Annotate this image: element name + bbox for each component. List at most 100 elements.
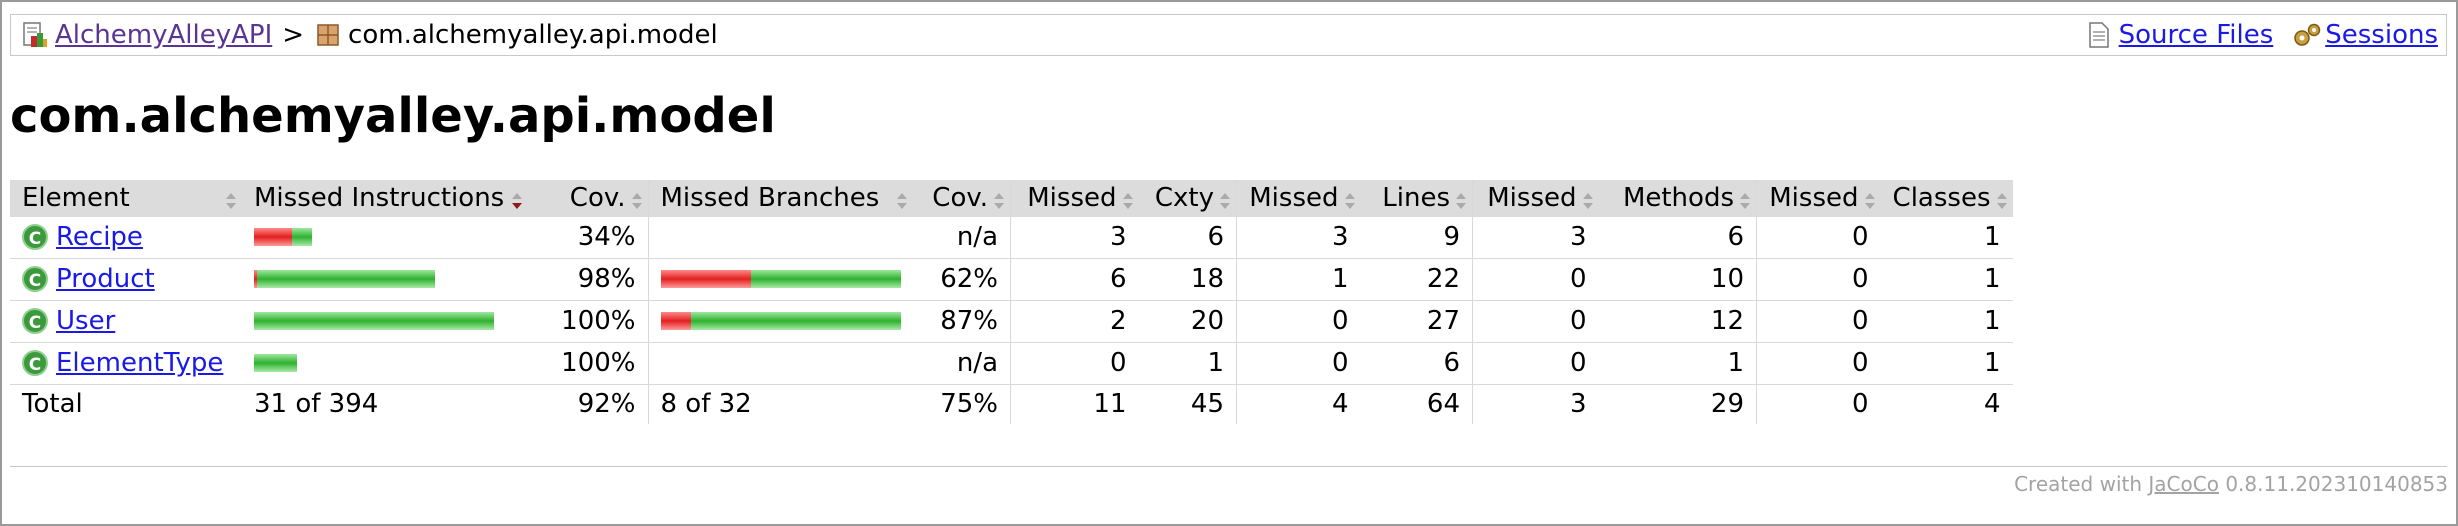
missed-segment <box>660 312 691 330</box>
classes-missed: 0 <box>1756 216 1881 259</box>
breadcrumb-project-link[interactable]: AlchemyAlleyAPI <box>55 20 273 50</box>
covered-segment <box>750 270 901 288</box>
sessions-link[interactable]: Sessions <box>2325 20 2438 50</box>
header-branch-cov[interactable]: Cov. <box>912 180 1011 217</box>
jacoco-link[interactable]: JaCoCo <box>2148 472 2219 496</box>
element-link[interactable]: ElementType <box>56 348 224 378</box>
header-lines-missed[interactable]: Missed <box>1236 180 1361 217</box>
footer-divider <box>10 466 2447 467</box>
lines-missed: 0 <box>1236 300 1361 343</box>
total-methods: 29 <box>1710 389 1744 420</box>
cxty: 1 <box>1138 342 1237 385</box>
header-missed-instructions[interactable]: Missed Instructions <box>242 180 528 217</box>
cxty: 18 <box>1138 258 1237 301</box>
header-classes[interactable]: Classes <box>1880 180 2013 217</box>
methods: 6 <box>1598 216 1757 259</box>
source-file-icon <box>2085 21 2113 49</box>
total-cxty-missed: 11 <box>1010 384 1139 424</box>
instr-bar-cell <box>242 258 528 301</box>
page-title: com.alchemyalley.api.model <box>10 88 776 144</box>
sort-icon <box>1995 188 2009 209</box>
lines: 9 <box>1360 216 1473 259</box>
lines-missed: 0 <box>1236 342 1361 385</box>
sort-icon <box>1121 188 1135 209</box>
covered-segment <box>690 312 901 330</box>
methods-missed: 3 <box>1472 216 1599 259</box>
instr-cov: 100% <box>528 300 648 343</box>
class-icon: C <box>22 308 48 334</box>
breadcrumb-separator: > <box>282 20 305 50</box>
element-link[interactable]: Recipe <box>56 222 143 252</box>
cxty: 20 <box>1138 300 1237 343</box>
header-methods[interactable]: Methods <box>1598 180 1757 217</box>
header-lines[interactable]: Lines <box>1360 180 1473 217</box>
branch-bar-cell <box>647 300 913 343</box>
breadcrumb: AlchemyAlleyAPI > com.alchemyalley.api.m… <box>10 14 2447 56</box>
sort-icon <box>992 188 1006 209</box>
total-instr: 31 of 394 <box>254 389 379 420</box>
covered-segment <box>254 354 297 372</box>
total-classes: 4 <box>1983 389 2001 420</box>
sort-icon <box>630 188 644 209</box>
source-files-link[interactable]: Source Files <box>2118 20 2274 50</box>
instr-coverage-bar <box>254 312 516 330</box>
element-link[interactable]: Product <box>56 264 155 294</box>
classes: 1 <box>1880 258 2013 301</box>
sort-icon <box>224 188 238 209</box>
instr-cov: 34% <box>528 216 648 259</box>
total-cxty: 45 <box>1190 389 1224 420</box>
branch-cov: 62% <box>912 258 1011 301</box>
cxty: 6 <box>1138 216 1237 259</box>
header-instr-cov[interactable]: Cov. <box>528 180 648 217</box>
footer: Created with JaCoCo 0.8.11.202310140853 <box>2014 472 2448 496</box>
methods-missed: 0 <box>1472 258 1599 301</box>
package-icon <box>314 21 342 49</box>
total-branch-cov: 75% <box>940 389 998 420</box>
sessions-gear-icon <box>2291 21 2321 49</box>
coverage-table: Element Missed Instructions Cov. Missed … <box>10 180 2013 424</box>
instr-coverage-bar <box>254 228 516 246</box>
total-methods-missed: 3 <box>1472 384 1599 424</box>
instr-cov: 100% <box>528 342 648 385</box>
element-cell: C User <box>10 300 242 343</box>
branch-cov: n/a <box>912 342 1011 385</box>
total-instr-cov: 92% <box>577 389 636 420</box>
sessions-item[interactable]: Sessions <box>2291 20 2438 50</box>
classes-missed: 0 <box>1756 300 1881 343</box>
sort-icon <box>1454 188 1468 209</box>
header-cxty[interactable]: Cxty <box>1138 180 1237 217</box>
instr-coverage-bar <box>254 270 516 288</box>
footer-version: 0.8.11.202310140853 <box>2225 472 2448 496</box>
cxty-missed: 0 <box>1010 342 1139 385</box>
missed-segment <box>254 228 292 246</box>
header-element[interactable]: Element <box>10 180 242 217</box>
instr-bar-cell <box>242 216 528 259</box>
methods-missed: 0 <box>1472 300 1599 343</box>
header-methods-missed[interactable]: Missed <box>1472 180 1599 217</box>
branch-coverage-bar <box>660 312 901 330</box>
methods: 1 <box>1598 342 1757 385</box>
element-link[interactable]: User <box>56 306 116 336</box>
instr-bar-cell <box>242 300 528 343</box>
footer-prefix: Created with <box>2014 472 2143 496</box>
total-row: Total 31 of 394 92% 8 of 32 75% 11 45 4 … <box>10 384 2013 424</box>
missed-segment <box>254 270 257 288</box>
branch-bar-cell <box>647 342 913 385</box>
breadcrumb-trail: AlchemyAlleyAPI > com.alchemyalley.api.m… <box>21 20 718 50</box>
table-row: C ElementType 100% n/a 0 1 0 6 0 1 0 1 <box>10 342 2013 385</box>
lines-missed: 3 <box>1236 216 1361 259</box>
element-cell: C ElementType <box>10 342 242 385</box>
header-missed-branches[interactable]: Missed Branches <box>647 180 913 217</box>
header-cxty-missed[interactable]: Missed <box>1010 180 1139 217</box>
table-header-row: Element Missed Instructions Cov. Missed … <box>10 180 2013 217</box>
element-cell: C Product <box>10 258 242 301</box>
header-classes-missed[interactable]: Missed <box>1756 180 1881 217</box>
sort-icon <box>1581 188 1595 209</box>
table-row: C User 100% 87% 2 20 0 27 0 12 0 1 <box>10 300 2013 343</box>
class-icon: C <box>22 224 48 250</box>
lines: 6 <box>1360 342 1473 385</box>
table-row: C Product 98% 62% 6 18 1 22 0 10 0 1 <box>10 258 2013 301</box>
source-files-item[interactable]: Source Files <box>2085 20 2274 50</box>
total-classes-missed: 0 <box>1756 384 1881 424</box>
